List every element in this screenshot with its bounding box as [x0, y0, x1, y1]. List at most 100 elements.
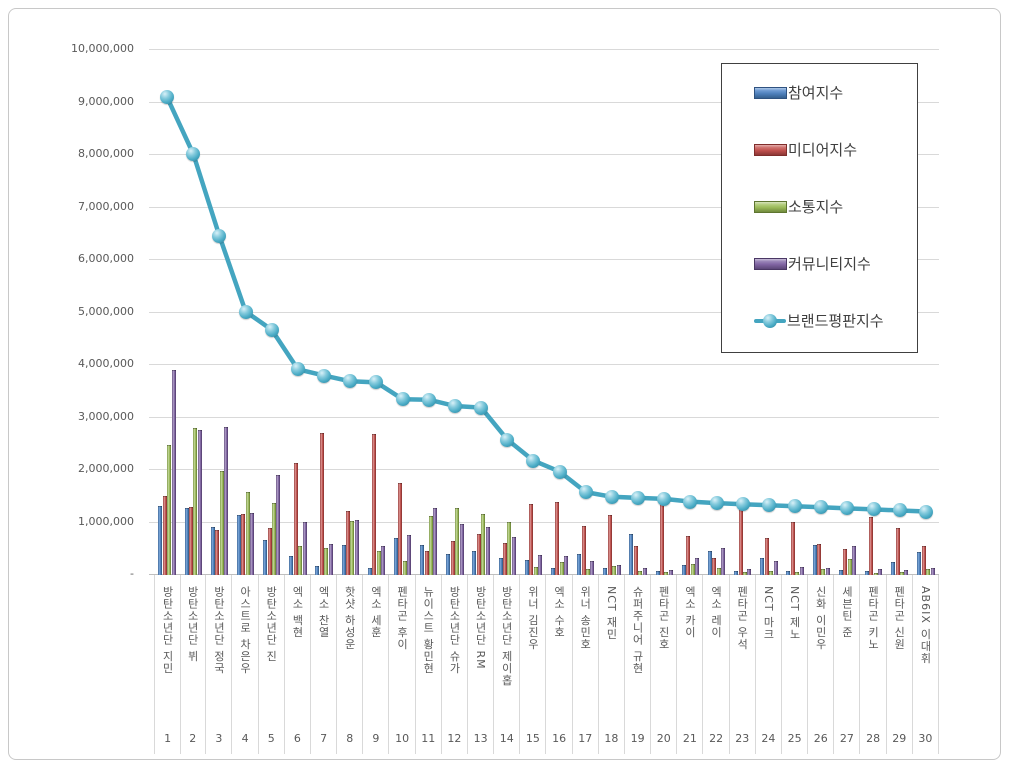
y-axis-tick-label: -	[130, 567, 134, 580]
line-marker	[500, 432, 515, 447]
line-marker-swatch-icon	[754, 313, 786, 328]
bar-community	[538, 554, 543, 575]
category-rank: 23	[735, 732, 750, 745]
line-marker	[186, 147, 201, 161]
bar-communication	[690, 563, 695, 575]
y-axis-tick-label: 6,000,000	[78, 252, 134, 265]
gridline	[149, 364, 939, 365]
bar-participation	[263, 539, 268, 575]
bar-participation	[812, 545, 817, 575]
category-rank: 19	[630, 732, 645, 745]
category-label: 핫샷 하성운	[343, 586, 357, 651]
bar-media	[869, 517, 874, 575]
category-column: 엑소 백현 6	[285, 575, 311, 754]
bar-communication	[455, 507, 460, 575]
category-rank: 20	[656, 732, 671, 745]
category-column: 슈퍼주니어 규현 19	[625, 575, 652, 754]
category-label: 펜타곤 우석	[735, 586, 749, 651]
line-marker	[212, 228, 227, 243]
communication-swatch-icon	[754, 200, 787, 213]
bar-participation	[289, 556, 294, 575]
y-axis-tick-label: 2,000,000	[78, 462, 134, 475]
bar-community	[459, 524, 464, 575]
bar-communication	[481, 514, 486, 575]
category-rank: 3	[215, 732, 223, 745]
bar-community	[930, 567, 935, 575]
bar-participation	[655, 570, 660, 575]
participation-swatch-icon	[754, 86, 787, 99]
gridline	[149, 416, 939, 418]
bar-media	[293, 463, 298, 575]
bar-media	[267, 528, 272, 575]
bar-participation	[550, 567, 555, 575]
line-marker	[866, 502, 881, 517]
bar-communication	[402, 561, 407, 575]
bar-communication	[873, 572, 878, 575]
category-label: 펜타곤 후이	[395, 586, 409, 651]
bar-media	[424, 550, 429, 575]
bar-media	[241, 514, 246, 575]
category-label: 방탄소년단 정국	[212, 586, 226, 675]
line-marker	[317, 368, 332, 383]
bar-community	[302, 521, 307, 575]
legend-item-participation: 참여지수	[722, 64, 917, 121]
legend-item-brand-reputation: 브랜드평판지수	[722, 292, 917, 349]
category-label: 엑소 찬열	[317, 586, 331, 639]
line-marker	[343, 374, 358, 389]
bar-participation	[420, 545, 425, 575]
category-rank: 17	[578, 732, 593, 745]
line-marker	[657, 491, 672, 506]
bar-community	[354, 520, 359, 575]
category-column: NCT 재민 18	[599, 575, 625, 754]
legend-label: 미디어지수	[788, 141, 858, 159]
bar-communication	[612, 566, 617, 575]
line-marker	[369, 375, 384, 390]
bar-community	[328, 543, 333, 575]
bar-media	[790, 522, 795, 575]
category-column: 펜타곤 신원 29	[887, 575, 913, 754]
category-rank: 22	[709, 732, 724, 745]
category-column: 엑소 세훈 9	[363, 575, 390, 754]
bar-community	[825, 568, 830, 575]
bar-communication	[769, 570, 774, 575]
category-label: 엑소 세훈	[369, 586, 383, 639]
category-column: 방탄소년단 진 5	[259, 575, 285, 754]
line-marker	[604, 489, 619, 504]
bar-media	[581, 525, 586, 575]
bar-communication	[585, 568, 590, 575]
category-rank: 12	[447, 732, 462, 745]
category-label: 엑소 백현	[290, 586, 304, 639]
category-label: 신화 이민우	[814, 586, 828, 651]
legend-item-communication: 소통지수	[722, 178, 917, 235]
line-marker	[474, 400, 489, 415]
category-label: 아스트로 차은우	[238, 586, 252, 675]
category-column: 뉴이스트 황민현 11	[416, 575, 442, 754]
bar-participation	[315, 566, 320, 575]
bar-media	[895, 528, 900, 575]
category-label: NCT 재민	[604, 586, 618, 641]
bar-participation	[629, 534, 634, 575]
category-column: 방탄소년단 뷔 2	[180, 575, 207, 754]
bar-media	[215, 529, 220, 575]
category-label: 뉴이스트 황민현	[421, 586, 435, 675]
bar-media	[189, 506, 194, 575]
line-marker	[447, 399, 462, 413]
category-rank: 1	[164, 732, 172, 745]
bar-communication	[559, 562, 564, 575]
legend-item-media: 미디어지수	[722, 121, 917, 178]
line-marker	[709, 496, 724, 511]
bar-media	[529, 504, 534, 575]
category-rank: 11	[421, 732, 436, 745]
bar-media	[476, 534, 481, 575]
line-marker	[735, 497, 750, 512]
bar-community	[852, 546, 857, 575]
category-label: 엑소 레이	[709, 586, 723, 639]
category-label: 엑소 수호	[552, 586, 566, 639]
community-swatch-icon	[754, 257, 787, 270]
category-column: 펜타곤 후이 10	[390, 575, 416, 754]
bar-participation	[864, 570, 869, 575]
category-rank: 15	[525, 732, 540, 745]
legend-label: 소통지수	[788, 198, 844, 216]
bar-communication	[533, 567, 538, 575]
bar-participation	[341, 545, 346, 575]
